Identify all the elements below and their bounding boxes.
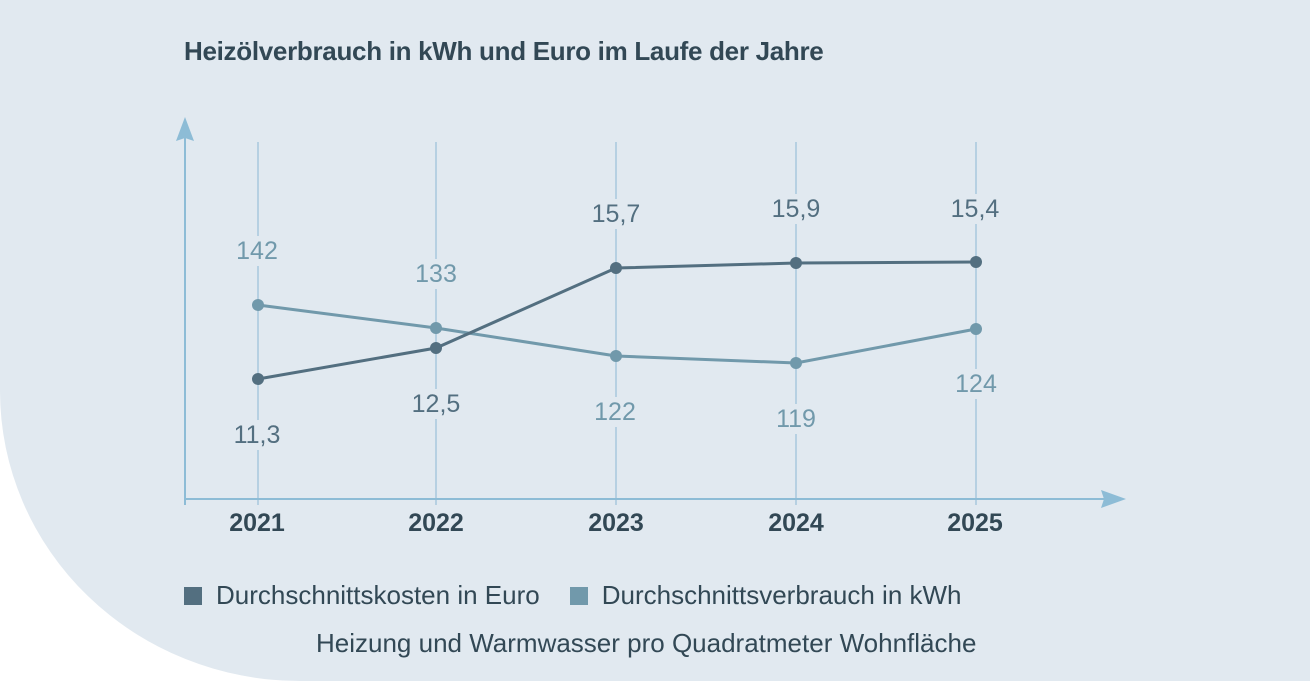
labels-cost: 11,3 12,5 15,7 15,9 15,4 <box>226 194 1007 450</box>
data-label: 142 <box>236 237 278 265</box>
data-label: 15,4 <box>951 195 1000 223</box>
data-label: 15,9 <box>772 195 821 223</box>
legend-swatch-icon <box>569 586 588 605</box>
legend-label: Durchschnittskosten in Euro <box>216 580 540 610</box>
data-label: 15,7 <box>592 200 641 228</box>
legend: Durchschnittskosten in Euro Durchschnitt… <box>184 580 992 611</box>
x-tick-label: 2022 <box>408 509 464 537</box>
x-tick-label: 2021 <box>229 509 285 537</box>
data-label: 124 <box>955 370 997 398</box>
legend-label: Durchschnittsverbrauch in kWh <box>601 580 962 610</box>
gridlines <box>257 142 977 505</box>
data-label: 122 <box>594 398 636 426</box>
legend-item-cost: Durchschnittskosten in Euro <box>184 580 540 611</box>
series-consumption-kwh <box>252 299 982 369</box>
legend-swatch-icon <box>184 586 202 605</box>
data-label: 11,3 <box>234 421 281 449</box>
labels-consumption: 142 133 122 119 124 <box>232 236 1002 434</box>
x-axis <box>185 490 1126 508</box>
chart-title: Heizölverbrauch in kWh und Euro im Laufe… <box>184 36 824 66</box>
chart-subtitle: Heizung und Warmwasser pro Quadratmeter … <box>316 628 977 658</box>
data-label: 119 <box>776 405 816 433</box>
data-label: 12,5 <box>412 390 461 418</box>
x-tick-label: 2024 <box>768 509 824 537</box>
x-tick-label: 2023 <box>588 509 644 537</box>
legend-item-consumption: Durchschnittsverbrauch in kWh <box>569 580 962 611</box>
x-tick-label: 2025 <box>947 509 1003 537</box>
y-axis <box>176 117 194 505</box>
data-label: 133 <box>415 260 457 288</box>
series-cost-euro <box>252 256 982 385</box>
x-tick-labels: 2021 2022 2023 2024 2025 <box>229 509 1003 537</box>
